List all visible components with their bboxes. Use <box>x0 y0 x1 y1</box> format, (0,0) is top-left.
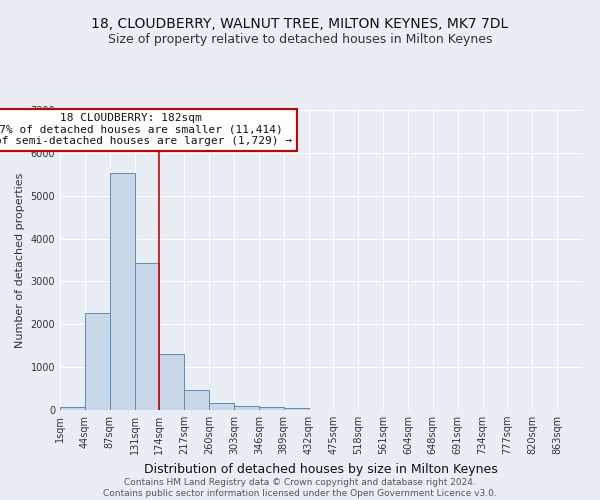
Text: Contains HM Land Registry data © Crown copyright and database right 2024.
Contai: Contains HM Land Registry data © Crown c… <box>103 478 497 498</box>
Bar <box>184 390 209 410</box>
Y-axis label: Number of detached properties: Number of detached properties <box>15 172 25 348</box>
X-axis label: Distribution of detached houses by size in Milton Keynes: Distribution of detached houses by size … <box>144 462 498 475</box>
Text: 18 CLOUDBERRY: 182sqm
← 87% of detached houses are smaller (11,414)
13% of semi-: 18 CLOUDBERRY: 182sqm ← 87% of detached … <box>0 113 292 146</box>
Bar <box>284 408 308 410</box>
Bar <box>234 406 259 410</box>
Bar <box>134 262 160 410</box>
Bar <box>209 404 234 410</box>
Bar <box>60 407 85 410</box>
Bar <box>110 174 134 410</box>
Text: Size of property relative to detached houses in Milton Keynes: Size of property relative to detached ho… <box>108 32 492 46</box>
Text: 18, CLOUDBERRY, WALNUT TREE, MILTON KEYNES, MK7 7DL: 18, CLOUDBERRY, WALNUT TREE, MILTON KEYN… <box>91 18 509 32</box>
Bar <box>160 354 184 410</box>
Bar <box>85 312 110 410</box>
Bar <box>259 407 284 410</box>
